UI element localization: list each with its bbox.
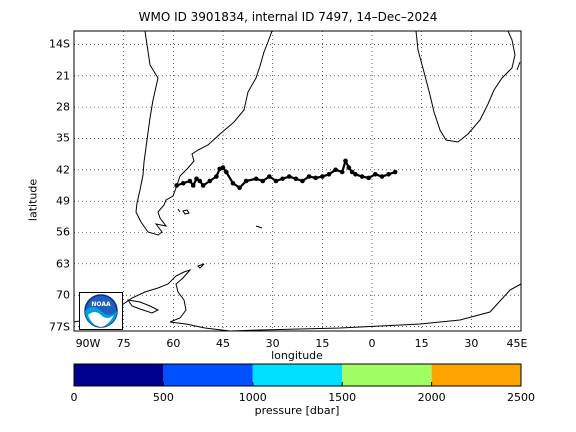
x-tick-label: 75 xyxy=(116,337,131,350)
colorbar-label: pressure [dbar] xyxy=(254,404,340,417)
colorbar-segment xyxy=(431,364,521,386)
coastlines xyxy=(74,31,521,331)
float-track-segment xyxy=(182,179,191,185)
map-title: WMO ID 3901834, internal ID 7497, 14–Dec… xyxy=(138,10,438,24)
float-track-segment xyxy=(288,175,297,180)
y-tick-label: 56 xyxy=(56,225,70,239)
colorbar-tick-label: 1000 xyxy=(238,391,267,404)
float-track-segment xyxy=(202,180,211,187)
x-tick-label: 15 xyxy=(414,337,429,350)
x-axis-label: longitude xyxy=(271,349,323,362)
float-track-segment xyxy=(209,175,217,182)
y-tick-label: 70 xyxy=(56,288,70,302)
float-track-segment xyxy=(328,168,337,176)
float-track-segment xyxy=(301,175,310,182)
float-track-segment xyxy=(374,173,383,178)
float-track xyxy=(174,158,398,191)
y-tick-label: 14S xyxy=(49,37,70,51)
colorbar-tick-label: 1500 xyxy=(328,391,357,404)
noaa-logo-text: NOAA xyxy=(91,301,111,308)
float-track-segment xyxy=(219,166,224,170)
colorbar-segment xyxy=(342,364,432,386)
float-track-segment xyxy=(176,182,184,187)
noaa-logo-icon: NOAA xyxy=(79,292,123,330)
colorbar-tick-label: 2500 xyxy=(507,391,535,404)
x-tick-label: 0 xyxy=(368,337,376,350)
float-track-segment xyxy=(222,166,228,173)
x-tick-label: 90W xyxy=(75,337,101,350)
y-tick-label: 49 xyxy=(56,194,70,208)
colorbar-tick-label: 0 xyxy=(70,391,78,404)
x-tick-label: 30 xyxy=(265,337,280,350)
float-track-segment xyxy=(335,168,343,174)
float-track-segment xyxy=(262,175,270,182)
float-track-segment xyxy=(215,168,221,177)
float-track-segment xyxy=(255,177,264,183)
float-track-segment xyxy=(381,173,389,178)
float-track-segment xyxy=(192,178,198,186)
colorbar-tick-label: 500 xyxy=(152,391,174,404)
x-tick-label: 30 xyxy=(464,337,479,350)
float-track-segment xyxy=(351,171,357,176)
float-track-segment xyxy=(225,171,234,184)
float-track-segment xyxy=(245,177,257,183)
colorbar-segment xyxy=(163,364,253,386)
float-track-segment xyxy=(368,173,376,179)
float-track-segment xyxy=(355,173,363,178)
y-tick-label: 77S xyxy=(49,320,70,334)
y-tick-label: 35 xyxy=(56,131,70,145)
float-track-segment xyxy=(315,175,323,179)
float-track-segment xyxy=(347,166,354,173)
grid-lines xyxy=(73,31,522,331)
float-track-segment xyxy=(344,160,350,169)
float-track-segment xyxy=(388,171,396,176)
y-tick-label: 63 xyxy=(56,257,70,271)
float-track-segment xyxy=(198,180,205,187)
float-track-segment xyxy=(238,180,247,189)
colorbar-tick-label: 2000 xyxy=(417,391,446,404)
float-track-segment xyxy=(268,175,277,182)
float-track-segment xyxy=(308,175,316,179)
float-track-segment xyxy=(275,177,283,183)
float-track-segment xyxy=(341,160,347,173)
plot-frame xyxy=(73,30,522,332)
colorbar-frame xyxy=(73,363,522,387)
float-track-segment xyxy=(195,177,201,182)
colorbar-segment xyxy=(74,364,164,386)
float-track-segment xyxy=(321,173,330,178)
x-tick-label: 45E xyxy=(506,337,528,350)
float-track-segment xyxy=(295,177,303,183)
y-tick-label: 42 xyxy=(56,163,70,177)
float-track-segment xyxy=(282,175,290,180)
y-tick-label: 21 xyxy=(56,69,70,83)
x-tick-label: 15 xyxy=(315,337,330,350)
y-tick-label: 28 xyxy=(56,100,70,114)
x-tick-label: 45 xyxy=(216,337,230,350)
float-track-segment xyxy=(232,182,241,189)
colorbar-segment xyxy=(252,364,343,386)
float-track-segment xyxy=(361,175,369,179)
y-axis-label: latitude xyxy=(26,178,40,222)
colorbar xyxy=(73,363,522,387)
x-tick-label: 60 xyxy=(166,337,181,350)
